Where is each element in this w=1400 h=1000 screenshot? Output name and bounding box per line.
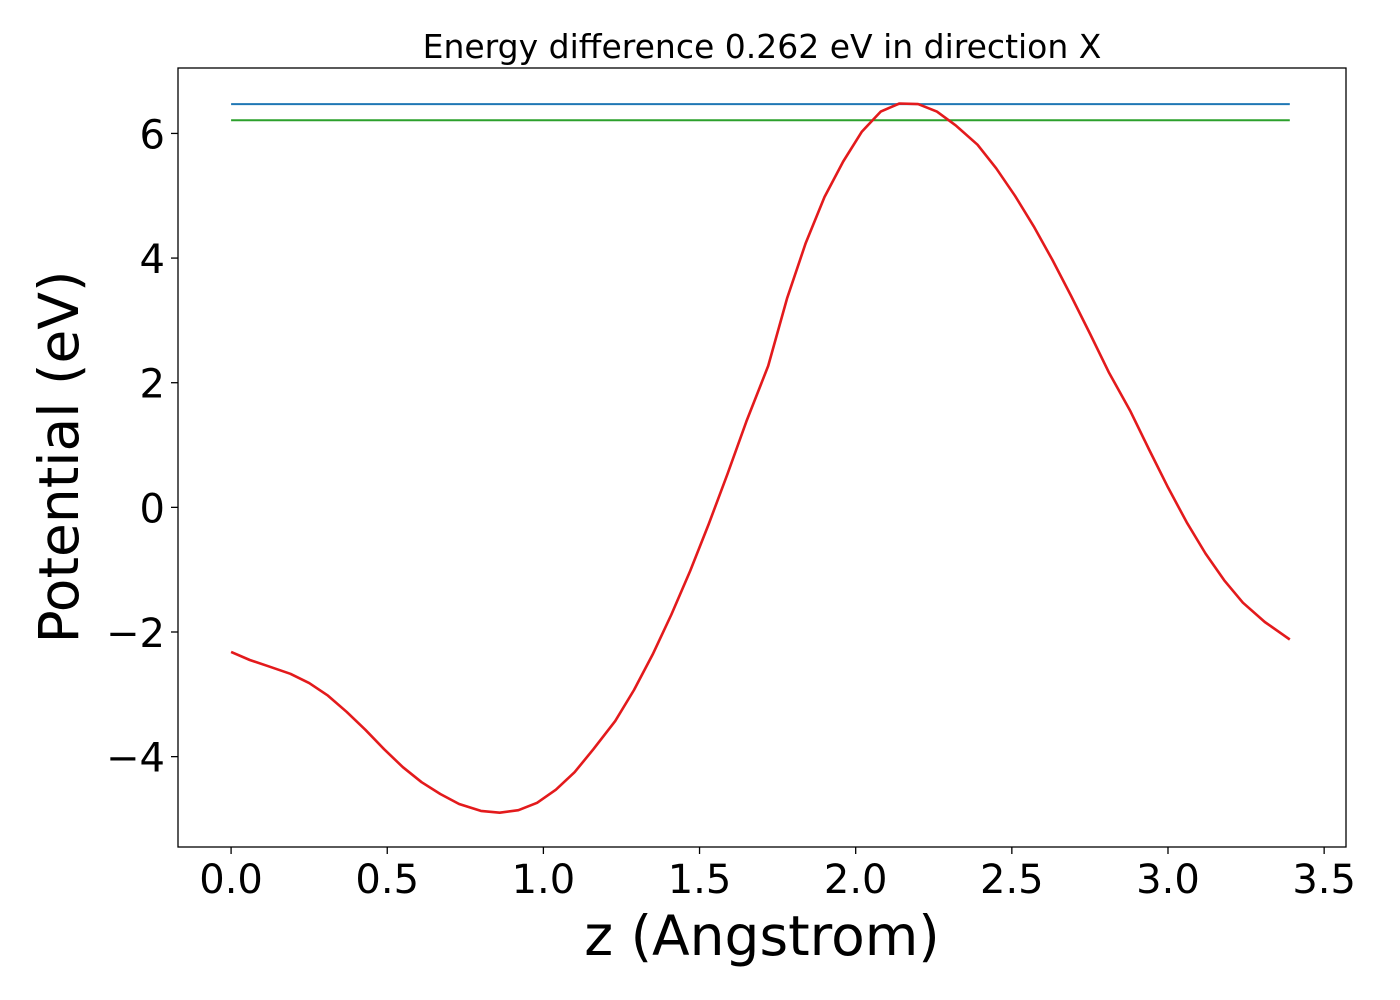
x-tick-label: 3.5 [1292,857,1356,903]
x-tick-label: 0.0 [199,857,263,903]
series-line-2 [230,102,1291,815]
x-tick-label: 2.0 [824,857,888,903]
x-tick-label: 1.5 [668,857,732,903]
y-tick-label: 0 [140,486,165,532]
y-tick-label: 2 [140,362,165,408]
y-tick-label: 4 [140,237,165,283]
x-tick-label: 0.5 [355,857,419,903]
x-tick-label: 3.0 [1136,857,1200,903]
y-axis-label: Potential (eV) [27,271,91,644]
y-axis-ticks: −4 −2 0 2 4 6 [106,112,178,782]
x-axis-label: z (Angstrom) [584,904,940,968]
x-tick-label: 1.0 [512,857,576,903]
y-tick-label: −4 [106,736,165,782]
plot-lines [230,102,1291,815]
y-tick-label: −2 [106,611,165,657]
y-tick-label: 6 [140,112,165,158]
x-axis-ticks: 0.0 0.5 1.0 1.5 2.0 2.5 3.0 3.5 [199,847,1356,903]
x-tick-label: 2.5 [980,857,1044,903]
plot-frame [177,67,1347,848]
chart-title: Energy difference 0.262 eV in direction … [423,27,1102,66]
